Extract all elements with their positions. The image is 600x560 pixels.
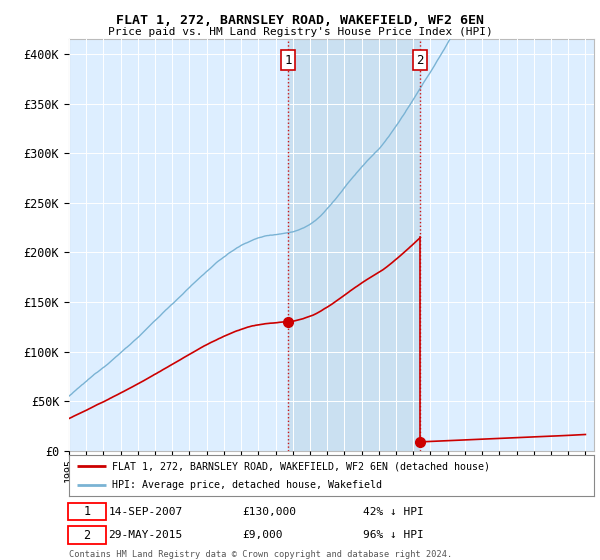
Bar	[288, 39, 421, 451]
Text: Price paid vs. HM Land Registry's House Price Index (HPI): Price paid vs. HM Land Registry's House …	[107, 27, 493, 37]
Text: FLAT 1, 272, BARNSLEY ROAD, WAKEFIELD, WF2 6EN: FLAT 1, 272, BARNSLEY ROAD, WAKEFIELD, W…	[116, 14, 484, 27]
Text: 29-MAY-2015: 29-MAY-2015	[109, 530, 182, 540]
Text: 14-SEP-2007: 14-SEP-2007	[109, 506, 182, 516]
Text: 42% ↓ HPI: 42% ↓ HPI	[363, 506, 424, 516]
Text: £130,000: £130,000	[242, 506, 296, 516]
Text: 1: 1	[83, 505, 91, 518]
Text: 2: 2	[83, 529, 91, 542]
Text: 96% ↓ HPI: 96% ↓ HPI	[363, 530, 424, 540]
Text: HPI: Average price, detached house, Wakefield: HPI: Average price, detached house, Wake…	[112, 480, 382, 489]
Text: FLAT 1, 272, BARNSLEY ROAD, WAKEFIELD, WF2 6EN (detached house): FLAT 1, 272, BARNSLEY ROAD, WAKEFIELD, W…	[112, 461, 490, 471]
Text: £9,000: £9,000	[242, 530, 283, 540]
Text: 2: 2	[416, 54, 424, 67]
FancyBboxPatch shape	[68, 503, 106, 520]
Text: Contains HM Land Registry data © Crown copyright and database right 2024.
This d: Contains HM Land Registry data © Crown c…	[69, 550, 452, 560]
Text: 1: 1	[284, 54, 292, 67]
FancyBboxPatch shape	[68, 526, 106, 544]
